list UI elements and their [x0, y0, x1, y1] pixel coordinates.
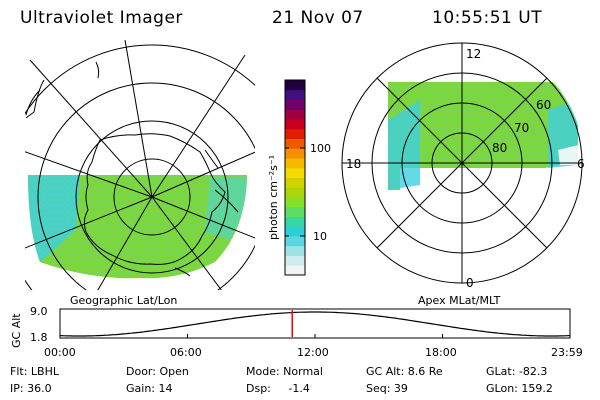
colorbar: 100 10 photon cm⁻²s⁻¹ [267, 79, 331, 276]
colorbar-cell [285, 177, 305, 188]
status-dsp: Dsp: -1.4 [246, 382, 310, 395]
altitude-plot [59, 308, 571, 339]
colorbar-cell [285, 187, 305, 198]
colorbar-cell [285, 236, 305, 247]
geo-coastlines [25, 61, 239, 277]
colorbar-cell [285, 119, 305, 130]
colorbar-cell [285, 138, 305, 149]
colorbar-cell [285, 216, 305, 227]
x-tick-1200: 12:00 [297, 346, 329, 359]
mlat-label-60: 60 [536, 98, 551, 112]
status-gain: Gain: 14 [126, 382, 173, 395]
colorbar-cell [285, 206, 305, 217]
colorbar-cell [285, 99, 305, 110]
mlat-label-70: 70 [514, 121, 529, 135]
mlt-label-12: 12 [466, 47, 481, 61]
mlat-label-80: 80 [492, 141, 507, 155]
colorbar-tick-100: 100 [310, 142, 331, 155]
image-date: 21 Nov 07 [272, 8, 364, 28]
mag-panel-caption: Apex MLat/MLT [418, 294, 501, 307]
geo-panel-caption: Geographic Lat/Lon [70, 294, 178, 307]
colorbar-cell [285, 128, 305, 139]
colorbar-frame [284, 79, 306, 276]
colorbar-cell [285, 109, 305, 120]
colorbar-cell [285, 80, 305, 91]
altitude-ylabel: GC Alt [10, 313, 23, 348]
geographic-image-panel [25, 40, 255, 290]
status-ip: IP: 36.0 [10, 382, 52, 395]
colorbar-cell [285, 89, 305, 100]
colorbar-cell [285, 226, 305, 237]
status-flt: Flt: LBHL [10, 365, 59, 378]
x-tick-0600: 06:00 [170, 346, 202, 359]
status-gc-alt: GC Alt: 8.6 Re [366, 365, 443, 378]
colorbar-cell [285, 148, 305, 159]
status-glon: GLon: 159.2 [486, 382, 553, 395]
altitude-ytick-top: 9.0 [30, 305, 48, 318]
geo-meridian-grid [25, 40, 255, 290]
geo-latitude-grid [25, 44, 255, 290]
status-door: Door: Open [126, 365, 189, 378]
mag-mlt-grid [342, 43, 582, 283]
x-tick-0000: 00:00 [44, 346, 76, 359]
magnetic-image-panel: 12 0 18 6 80 70 60 [341, 42, 585, 290]
instrument-title: Ultraviolet Imager [20, 8, 183, 28]
altitude-x-ticks [59, 334, 571, 338]
altitude-curve [59, 311, 571, 337]
colorbar-cell [285, 255, 305, 266]
colorbar-unit-label: photon cm⁻²s⁻¹ [267, 155, 280, 240]
mlt-label-0: 0 [466, 276, 474, 290]
x-tick-2359: 23:59 [551, 346, 583, 359]
altitude-plot-frame [59, 308, 571, 339]
status-glat: GLat: -82.3 [486, 365, 548, 378]
image-time: 10:55:51 UT [432, 8, 543, 28]
x-tick-1800: 18:00 [425, 346, 457, 359]
colorbar-cell [285, 167, 305, 178]
colorbar-cell [285, 265, 305, 276]
colorbar-cell [285, 245, 305, 256]
altitude-ytick-bottom: 1.8 [30, 331, 48, 344]
colorbar-cell [285, 197, 305, 208]
status-mode: Mode: Normal [246, 365, 323, 378]
mlt-label-18: 18 [346, 157, 361, 171]
mlt-label-6: 6 [577, 157, 585, 171]
status-seq: Seq: 39 [366, 382, 408, 395]
colorbar-cell [285, 158, 305, 169]
colorbar-tick-10: 10 [313, 230, 327, 243]
